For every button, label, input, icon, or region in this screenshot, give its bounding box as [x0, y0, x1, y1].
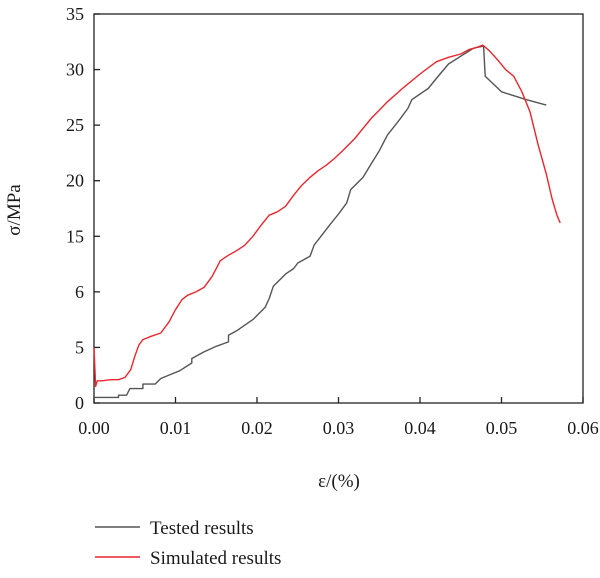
y-axis-ticks: 0 5 6 15 20 25 30 35 — [66, 4, 100, 413]
y-tick-label: 35 — [66, 4, 84, 24]
x-tick-label: 0.00 — [78, 418, 110, 438]
legend-label-simulated: Simulated results — [150, 548, 281, 569]
x-tick-label: 0.06 — [567, 418, 599, 438]
legend-label-tested: Tested results — [150, 518, 254, 539]
x-tick-label: 0.02 — [241, 418, 273, 438]
x-axis-ticks: 0.00 0.01 0.02 0.03 0.04 0.05 0.06 — [78, 397, 599, 438]
x-tick-label: 0.05 — [486, 418, 518, 438]
x-tick-label: 0.01 — [160, 418, 192, 438]
y-axis-title: σ/MPa — [4, 184, 25, 236]
y-tick-label: 15 — [66, 226, 84, 246]
series-lines — [93, 44, 561, 399]
y-tick-label: 30 — [66, 60, 84, 80]
y-tick-label: 0 — [75, 393, 84, 413]
x-tick-label: 0.04 — [404, 418, 436, 438]
series-line-simulated — [93, 44, 561, 387]
x-axis-title: ε/(%) — [318, 471, 360, 492]
y-tick-label: 20 — [66, 171, 84, 191]
x-tick-label: 0.03 — [323, 418, 355, 438]
y-tick-label: 25 — [66, 115, 84, 135]
y-tick-label: 5 — [75, 337, 84, 357]
legend: Tested results Simulated results — [95, 518, 281, 569]
series-line-tested — [94, 45, 547, 399]
y-tick-label: 6 — [75, 282, 84, 302]
